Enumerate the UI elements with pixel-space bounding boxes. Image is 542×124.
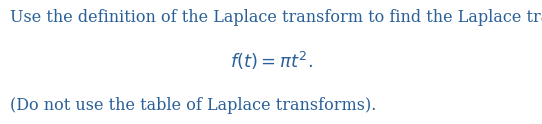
Text: (Do not use the table of Laplace transforms).: (Do not use the table of Laplace transfo… [10, 97, 376, 114]
Text: Use the definition of the Laplace transform to find the Laplace transform of: Use the definition of the Laplace transf… [10, 9, 542, 26]
Text: $f(t) = \pi t^2.$: $f(t) = \pi t^2.$ [229, 50, 313, 72]
